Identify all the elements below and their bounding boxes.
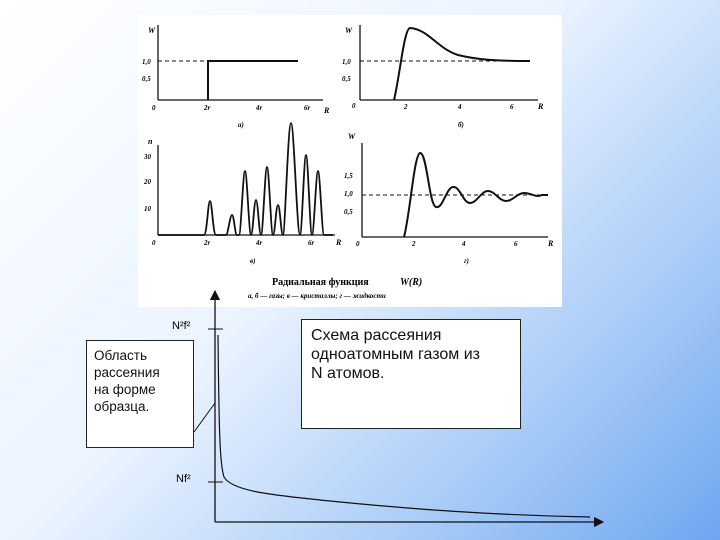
- panel-b-y-tick: 0,5: [342, 75, 351, 83]
- panel-a-curve: [207, 60, 298, 100]
- panel-b-x-tick: 2: [403, 103, 408, 111]
- panel-v: n R 30 20 10 0 2r 4r 6r в): [143, 122, 342, 265]
- callout-line: рассеяния: [94, 365, 160, 380]
- callout-line: на форме: [94, 382, 156, 397]
- panel-g-y-tick: 1,0: [344, 190, 353, 198]
- panel-v-y-tick: 30: [143, 153, 152, 161]
- panel-a-label: а): [238, 121, 244, 129]
- figure-caption-title: Радиальная функция: [272, 277, 369, 288]
- panel-v-x-tick: 4r: [255, 239, 263, 247]
- scattering-curve: [217, 334, 591, 518]
- panel-a-x-tick: 2r: [203, 104, 211, 112]
- panel-v-y-tick: 10: [144, 205, 152, 213]
- panel-g-curve: [403, 151, 548, 238]
- panel-v-x-tick: 6r: [308, 239, 315, 247]
- panel-v-curve: [158, 122, 333, 236]
- panel-g-label: г): [464, 257, 469, 265]
- callout-line: Область: [94, 348, 147, 363]
- panel-a-y-tick: 1,0: [142, 58, 151, 66]
- panel-v-label: в): [250, 257, 255, 265]
- callout-line: Схема рассеяния: [311, 327, 442, 344]
- panel-a-y-tick: 0: [152, 104, 156, 112]
- callout-line: одноатомным газом из: [311, 346, 480, 363]
- panel-g: W R 1,5 1,0 0,5 0 2 4 6 г): [344, 132, 554, 265]
- callout-line: N атомов.: [311, 365, 385, 382]
- figure-caption-symbol: W(R): [400, 277, 422, 288]
- radial-function-figure: W R 1,0 0,5 0 2r 4r 6r а) W R 1,0 0,5 0 …: [138, 15, 562, 307]
- n2f2-label: N²f²: [172, 320, 191, 332]
- panel-v-y-label: n: [148, 137, 153, 146]
- panel-v-y-tick: 20: [143, 178, 152, 186]
- panel-a-x-tick: 6r: [304, 104, 311, 112]
- scattering-plot-svg: N²f² Nf²: [172, 289, 605, 528]
- panel-a-x-tick: 4r: [255, 104, 263, 112]
- panel-g-y-tick: 0: [356, 240, 360, 248]
- panel-g-y-label: W: [348, 132, 356, 141]
- panel-b-x-tick: 4: [457, 103, 462, 111]
- panel-v-y-tick: 0: [152, 239, 156, 247]
- panel-b-curve: [393, 26, 531, 101]
- scattering-scheme-callout: Схема рассеяния одноатомным газом из N а…: [301, 319, 521, 429]
- panel-g-y-tick: 0,5: [344, 208, 353, 216]
- panel-g-y-tick: 1,5: [344, 172, 353, 180]
- figure-caption-legend: а, б — газы; в — кристаллы; г — жидкости: [248, 292, 386, 300]
- panel-b-x-tick: 6: [510, 103, 514, 111]
- panel-g-x-tick: 6: [514, 240, 518, 248]
- panel-b-y-label: W: [345, 26, 353, 35]
- nf2-label: Nf²: [176, 473, 191, 485]
- radial-function-panels: W R 1,0 0,5 0 2r 4r 6r а) W R 1,0 0,5 0 …: [142, 25, 554, 300]
- panel-v-x-label: R: [335, 238, 342, 247]
- panel-v-x-tick: 2r: [203, 239, 211, 247]
- panel-a-y-tick: 0,5: [142, 75, 151, 83]
- panel-b-x-label: R: [537, 102, 544, 111]
- panel-g-x-tick: 4: [461, 240, 466, 248]
- panel-a-x-label: R: [323, 106, 330, 115]
- panel-b: W R 1,0 0,5 0 2 4 6 б): [342, 25, 544, 129]
- panel-b-label: б): [458, 121, 464, 129]
- scattering-region-callout: Область рассеяния на форме образца.: [86, 340, 194, 448]
- panel-g-x-label: R: [547, 239, 554, 248]
- callout-pointer: [193, 402, 216, 433]
- panel-b-y-tick: 0: [352, 102, 356, 110]
- panel-b-y-tick: 1,0: [342, 58, 351, 66]
- scattering-intensity-plot: N²f² Nf²: [150, 285, 620, 535]
- panel-a: W R 1,0 0,5 0 2r 4r 6r а): [142, 25, 330, 129]
- panel-g-x-tick: 2: [411, 240, 416, 248]
- panel-a-y-label: W: [148, 26, 156, 35]
- callout-line: образца.: [94, 399, 150, 414]
